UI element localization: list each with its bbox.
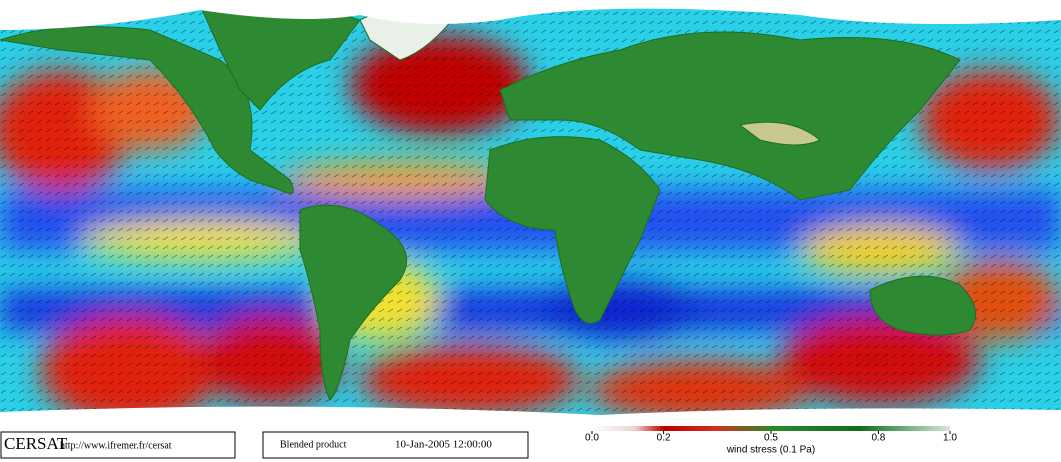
product-box bbox=[262, 431, 529, 459]
logo: CERSAT bbox=[4, 434, 68, 453]
credit-box bbox=[0, 431, 236, 459]
land bbox=[0, 3, 977, 401]
ice bbox=[0, 0, 1061, 430]
colorbar-tick-label: 0.2 bbox=[657, 433, 671, 444]
footer: CERSAT http://www.ifremer.fr/cersat Blen… bbox=[0, 426, 1061, 462]
colorbar-label: wind stress (0.1 Pa) bbox=[726, 445, 815, 456]
colorbar-tick-label: 1.0 bbox=[943, 433, 957, 444]
colorbar-tick-label: 0.8 bbox=[871, 433, 885, 444]
timestamp: 10-Jan-2005 12:00:00 bbox=[395, 439, 492, 451]
url: http://www.ifremer.fr/cersat bbox=[60, 440, 172, 451]
colorbar-tick-label: 0.5 bbox=[764, 433, 778, 444]
colorbar-tick-label: 0.0 bbox=[585, 433, 599, 444]
product: Blended product bbox=[280, 439, 347, 450]
colorbar bbox=[592, 426, 950, 431]
